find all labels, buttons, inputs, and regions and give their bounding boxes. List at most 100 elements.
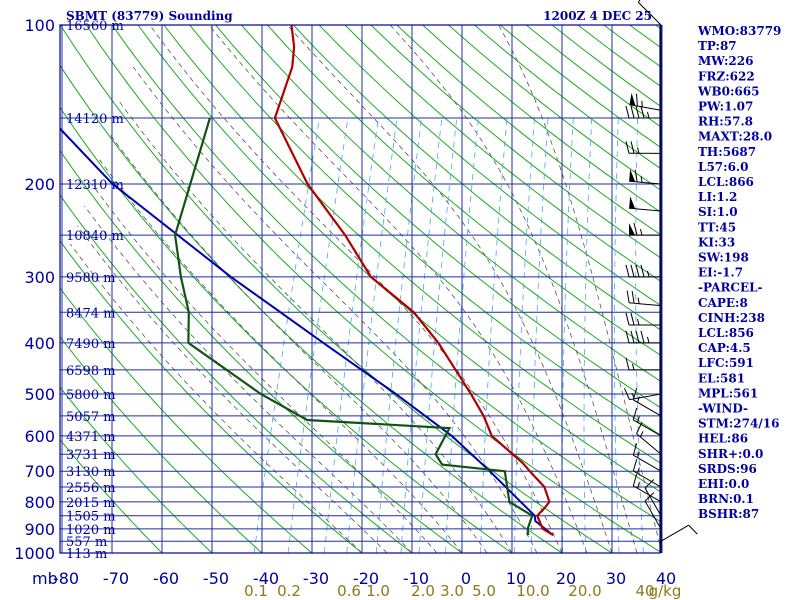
wind-barb [625,357,662,371]
wind-barb-flag [630,312,635,326]
mixing-ratio-tick-label: 0.1 [244,582,268,600]
parcel-trace-line [60,127,554,536]
wind-barb-half-flag [637,482,640,489]
sounding-index: PW:1.07 [698,100,753,114]
wind-barb-shaft [629,302,662,307]
moist-adiabat [119,101,513,553]
wind-barb-shaft [660,524,689,542]
wind-barb-flag [625,312,630,326]
temperature-tick-label: 30 [606,569,626,588]
wind-barb-shaft [638,2,662,26]
wind-barb-flag [632,387,638,401]
wind-barb-flag [640,330,645,344]
mixing-ratio-line [583,117,593,553]
wind-barb-flag [625,357,630,371]
wind-barb-half-flag [637,297,640,304]
sounding-index: CAP:4.5 [698,341,751,355]
sounding-index: SHR+:0.0 [698,447,763,461]
wind-barb-shaft [629,207,662,212]
moist-adiabat [77,225,388,553]
height-label: 1505 m [66,510,116,525]
wind-barb-flag [635,105,640,119]
sounding-index: RH:57.8 [698,115,753,129]
mixing-ratio-line [480,117,508,553]
wind-barb-shaft [629,180,662,185]
temperature-tick-label: 10 [506,569,526,588]
wind-barb-flag [644,479,655,489]
wind-barb-flag [633,222,638,236]
pressure-label: 400 [24,334,55,353]
mixing-ratio-line [514,117,535,553]
sounding-index: EL:581 [698,371,745,385]
sounding-index: STM:274/16 [698,417,779,431]
wind-barb-shaft [644,487,662,516]
wind-barb-flag [625,264,630,278]
sounding-index: EI:-1.7 [698,266,743,280]
wind-barb-half-flag [647,111,650,119]
wind-barb [625,105,662,119]
pressure-axis-unit: mb [32,569,58,588]
sounding-index: SW:198 [698,251,749,265]
mixing-ratio-labels: 0.1 0.2 0.6 1.0 2.0 3.0 5.0 10.0 20.0 40g/kg [244,582,681,600]
wind-barb-half-flag [637,416,640,423]
wind-barb-pennant [629,169,636,182]
wind-barb-flag [636,422,643,434]
wind-barb-flag [637,0,641,3]
wind-barb [629,196,662,212]
mixing-ratio-tick-label: 5.0 [472,582,496,600]
temperature-tick-label: 20 [556,569,576,588]
sounding-index: KI:33 [698,235,735,249]
height-label: 9580 m [66,271,116,286]
dry-adiabat [577,25,660,87]
wind-barb-shaft [633,454,662,472]
height-label: 4371 m [66,430,116,445]
pressure-labels: 100 200 300 400 500 600 700 800 900 1000 [14,16,55,563]
wind-barb-shaft [636,433,662,455]
sounding-index: CINH:238 [698,311,765,325]
temperature-tick-label: -40 [253,569,279,588]
pressure-temperature-grid [60,24,663,554]
wind-barb [626,290,662,307]
wind-barb [632,443,662,472]
mixing-ratio-line [418,117,458,553]
sounding-index: LCL:866 [698,175,754,189]
wind-barb-flag [630,264,635,278]
sounding-index: L57:6.0 [698,160,748,174]
station-title: SBMT (83779) Sounding [66,9,233,23]
sounding-index: TT:45 [698,220,736,234]
height-label: 5800 m [66,388,116,403]
wind-barb-flag [644,492,655,502]
sounding-index: LI:1.2 [698,190,737,204]
wind-barb-half-flag [637,318,640,326]
wind-barb-flag [688,524,698,535]
pressure-label: 700 [24,462,55,481]
temperature-labels: mb-80 -70 -60 -50 -40 -30 -20 -10 0 10 20 30 40 [32,569,676,588]
sounding-index: MPL:561 [698,386,758,400]
sounding-index: TP:87 [698,39,737,53]
wind-barb-flag [632,407,638,421]
sounding-index: TH:5687 [698,145,756,159]
mixing-ratio-line [346,117,398,553]
wind-barb-flag [631,290,635,304]
wind-barbs [623,0,698,542]
wind-barb [625,330,662,344]
wind-barb [629,169,662,185]
wind-barb [625,312,662,326]
height-label: 8474 m [66,306,116,321]
sounding-index: EHI:0.0 [698,477,749,491]
pressure-label: 800 [24,493,55,512]
wind-barb [632,407,662,437]
sounding-index: SRDS:96 [698,462,757,476]
wind-barb-flag [635,330,640,344]
dry-adiabat [551,25,660,107]
mixing-ratio-line [614,117,620,553]
wind-barb-half-flag [637,396,640,403]
mixing-ratio-line [253,117,320,553]
pressure-label: 300 [24,268,55,287]
mixing-ratio-line [635,117,644,553]
observation-time: 1200Z 4 DEC 25 [543,9,652,23]
sounding-index: LFC:591 [698,356,754,370]
height-label: 5057 m [66,410,116,425]
wind-barb-flag [635,264,640,278]
